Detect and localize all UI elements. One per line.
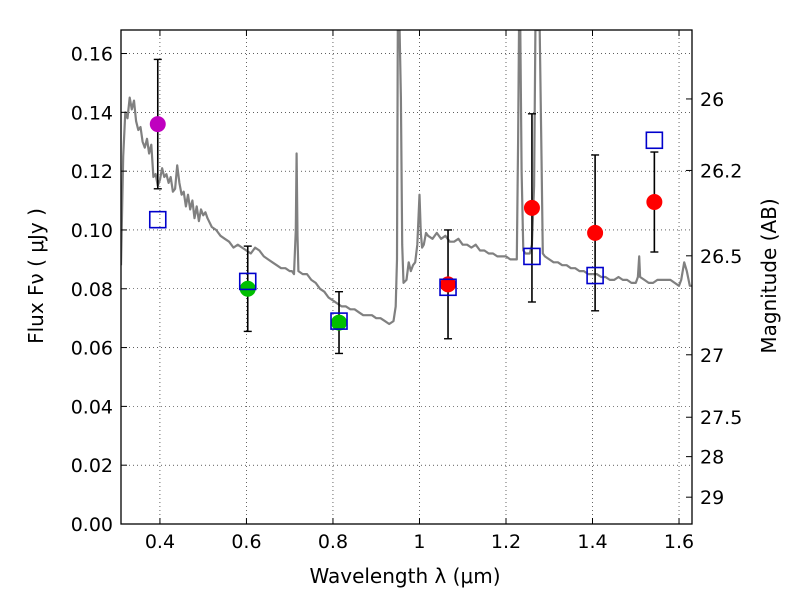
observed-points-layer bbox=[149, 116, 663, 331]
observed-point bbox=[523, 199, 540, 216]
model-spectrum-line bbox=[121, 30, 692, 326]
y2-tick-label: 27.5 bbox=[700, 407, 742, 429]
x-tick-label: 1.4 bbox=[577, 531, 607, 553]
x-tick-label: 0.4 bbox=[145, 531, 175, 553]
y-tick-label: 0.16 bbox=[71, 44, 113, 66]
plot-frame bbox=[120, 29, 693, 525]
model-spectrum-layer bbox=[121, 30, 692, 326]
x-axis-title: Wavelength λ (μm) bbox=[309, 564, 500, 588]
observed-point bbox=[331, 314, 348, 331]
model-point bbox=[330, 312, 348, 330]
model-point bbox=[523, 247, 541, 266]
y2-tick-label: 26 bbox=[700, 89, 724, 111]
x-tick-label: 1 bbox=[413, 531, 425, 553]
model-point bbox=[238, 272, 257, 291]
x-tick-label: 0.8 bbox=[318, 531, 348, 553]
y-tick-label: 0.06 bbox=[71, 338, 113, 360]
observed-point bbox=[587, 224, 604, 241]
y2-tick-label: 29 bbox=[700, 487, 724, 509]
y2-axis-title: Magnitude (AB) bbox=[757, 198, 781, 353]
x-tick-label: 0.6 bbox=[231, 531, 261, 553]
model-point bbox=[148, 210, 167, 229]
model-point bbox=[439, 278, 457, 297]
y-axis-ticks: 0.00 0.02 0.04 0.06 0.08 0.10 0.12 0.14 0.16 bbox=[71, 44, 127, 536]
model-point bbox=[586, 266, 604, 285]
y-tick-label: 0.12 bbox=[71, 161, 113, 183]
y-tick-label: 0.08 bbox=[71, 279, 113, 301]
y-tick-label: 0.04 bbox=[71, 396, 113, 418]
error-bars-layer bbox=[153, 58, 659, 355]
x-axis-ticks: 0.4 0.6 0.8 1 1.2 1.4 1.6 bbox=[145, 30, 694, 553]
model-point bbox=[645, 131, 664, 150]
y2-tick-label: 27 bbox=[700, 345, 724, 367]
model-points-layer bbox=[148, 131, 664, 330]
y-tick-label: 0.02 bbox=[71, 455, 113, 477]
y-tick-label: 0.10 bbox=[71, 220, 113, 242]
y-tick-label: 0.14 bbox=[71, 102, 113, 124]
y2-tick-label: 26.5 bbox=[700, 246, 742, 268]
y2-tick-label: 28 bbox=[700, 447, 724, 469]
x-tick-label: 1.2 bbox=[491, 531, 521, 553]
y2-tick-label: 26.2 bbox=[700, 160, 742, 182]
y-axis-title: Flux Fν ( μJy ) bbox=[24, 208, 48, 344]
observed-point bbox=[646, 194, 663, 211]
y-tick-label: 0.00 bbox=[71, 514, 113, 536]
observed-point bbox=[149, 116, 166, 133]
x-tick-label: 1.6 bbox=[664, 531, 694, 553]
y2-axis-ticks: 26 26.2 26.5 27 27.5 28 29 bbox=[686, 89, 742, 509]
